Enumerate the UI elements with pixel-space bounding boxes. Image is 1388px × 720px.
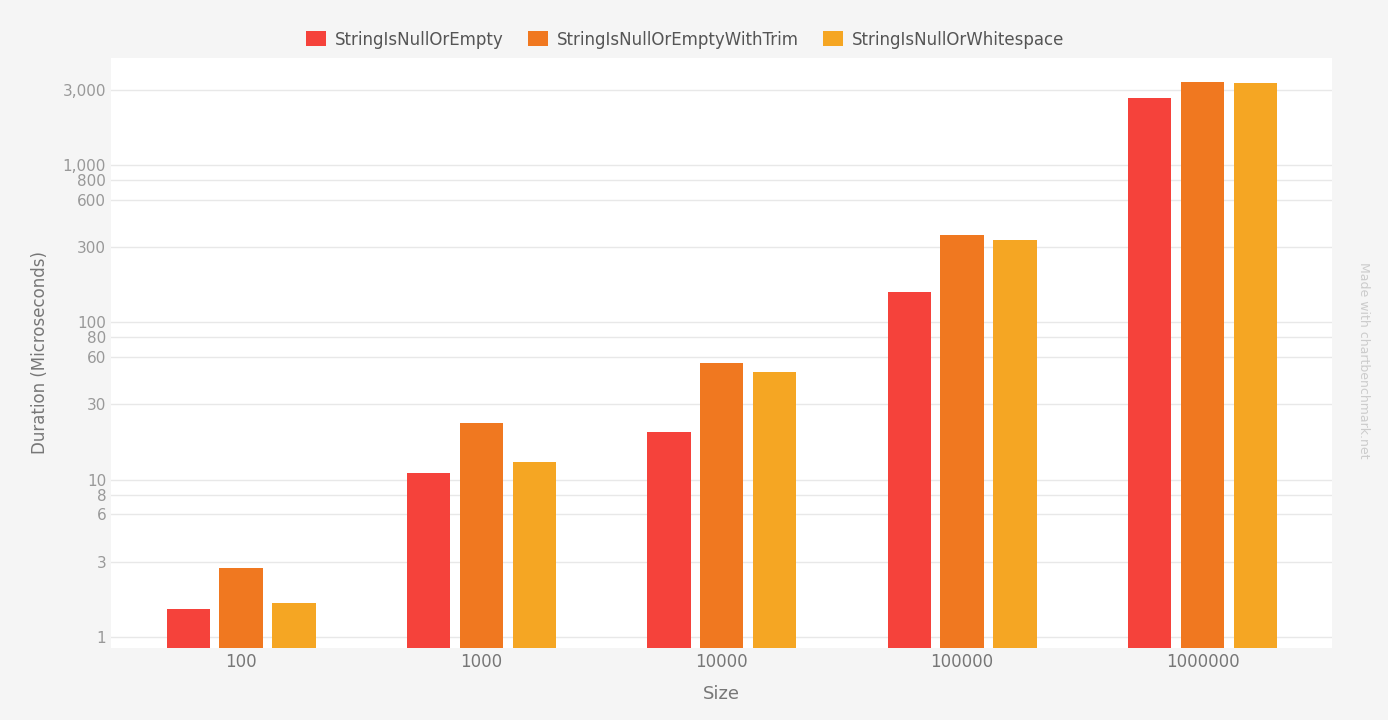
Bar <box>1181 81 1224 720</box>
Bar <box>219 568 262 720</box>
Bar <box>1128 98 1171 720</box>
Bar <box>407 473 450 720</box>
X-axis label: Size: Size <box>704 685 740 703</box>
Text: Made with chartbenchmark.net: Made with chartbenchmark.net <box>1356 262 1370 458</box>
Bar <box>459 423 502 720</box>
Y-axis label: Duration (Microseconds): Duration (Microseconds) <box>31 251 49 454</box>
Bar <box>887 292 931 720</box>
Bar <box>1234 84 1277 720</box>
Legend: StringIsNullOrEmpty, StringIsNullOrEmptyWithTrim, StringIsNullOrWhitespace: StringIsNullOrEmpty, StringIsNullOrEmpty… <box>307 30 1065 48</box>
Bar <box>512 462 557 720</box>
Bar <box>754 372 797 720</box>
Bar <box>700 363 744 720</box>
Bar <box>941 235 984 720</box>
Bar <box>994 240 1037 720</box>
Bar <box>647 432 690 720</box>
Bar <box>167 609 210 720</box>
Bar <box>272 603 315 720</box>
